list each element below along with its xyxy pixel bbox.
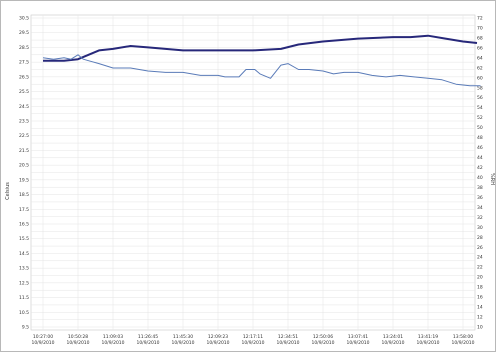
y2-tick-label: 32: [477, 215, 483, 221]
series-lines: [42, 34, 481, 87]
y2-tick-label: 46: [477, 145, 483, 151]
y2-tick-label: 36: [477, 195, 483, 201]
y-tick-label: 15.5: [19, 236, 29, 242]
x-tick-date: 10/9/2010: [276, 340, 299, 346]
x-tick-time: 12:34:51: [278, 334, 298, 340]
y-tick-label: 13.5: [19, 266, 29, 272]
y2-tick-label: 28: [477, 235, 483, 241]
x-tick-time: 13:24:01: [383, 334, 403, 340]
x-tick-date: 10/9/2010: [206, 340, 229, 346]
y-tick-label: 30.5: [19, 16, 29, 22]
y2-tick-label: 68: [477, 35, 483, 41]
y-tick-label: 22.5: [19, 133, 29, 139]
y2-tick-label: 18: [477, 285, 483, 291]
y2-axis-ticks: 72 70 68 66 64 62 60 58 56 54 52 50 48 46 44 42 40 38 36 34…: [477, 16, 483, 331]
x-tick-time: 13:58:00: [453, 334, 473, 340]
y-axis-ticks: 30.5 29.5 28.5 27.5 26.5 25.5 24.5 23.5 22.5 21.5…: [19, 16, 29, 331]
x-tick-date: 10/9/2010: [311, 340, 334, 346]
x-tick-date: 10/9/2010: [136, 340, 159, 346]
y2-tick-label: 56: [477, 95, 483, 101]
y-tick-label: 29.5: [19, 30, 29, 36]
x-tick-time: 12:17:11: [243, 334, 263, 340]
y2-axis-title: %RH: [489, 173, 495, 185]
grid: [31, 15, 475, 330]
x-tick-time: 10:50:28: [68, 334, 88, 340]
x-tick-time: 11:09:03: [103, 334, 123, 340]
x-tick-date: 10/9/2010: [31, 340, 54, 346]
y2-tick-label: 24: [477, 255, 483, 261]
y-tick-label: 20.5: [19, 163, 29, 169]
x-tick-date: 10/9/2010: [451, 340, 474, 346]
y2-tick-label: 40: [477, 175, 483, 181]
y-tick-label: 11.5: [19, 295, 29, 301]
x-tick-date: 10/9/2010: [416, 340, 439, 346]
y2-tick-label: 44: [477, 155, 483, 161]
y-tick-label: 27.5: [19, 60, 29, 66]
y-tick-label: 25.5: [19, 89, 29, 95]
y2-tick-label: 42: [477, 165, 483, 171]
x-tick-time: 11:26:45: [138, 334, 158, 340]
y2-tick-label: 62: [477, 65, 483, 71]
x-tick-date: 10/9/2010: [171, 340, 194, 346]
series-line-2: [42, 54, 481, 87]
y-tick-label: 10.5: [19, 310, 29, 316]
y2-tick-label: 10: [477, 325, 483, 331]
y2-tick-label: 64: [477, 55, 483, 61]
y-tick-label: 28.5: [19, 45, 29, 51]
x-tick-time: 12:50:06: [313, 334, 333, 340]
x-tick-date: 10/9/2010: [381, 340, 404, 346]
y2-tick-label: 12: [477, 315, 483, 321]
y2-tick-label: 66: [477, 45, 483, 51]
series-line-1: [43, 34, 478, 62]
y2-tick-label: 58: [477, 85, 483, 91]
y-tick-label: 12.5: [19, 280, 29, 286]
x-tick-date: 10/9/2010: [101, 340, 124, 346]
y2-tick-label: 30: [477, 225, 483, 231]
y-tick-label: 16.5: [19, 222, 29, 228]
x-axis-ticks: 10:27:0010/9/201010:50:2810/9/201011:09:…: [31, 334, 474, 346]
y2-tick-label: 14: [477, 305, 483, 311]
x-tick-time: 12:09:23: [208, 334, 228, 340]
y-tick-label: 24.5: [19, 104, 29, 110]
y-axis-title: Celsius: [5, 182, 11, 200]
y2-tick-label: 50: [477, 125, 483, 131]
x-tick-date: 10/9/2010: [346, 340, 369, 346]
y-tick-label: 21.5: [19, 148, 29, 154]
y2-tick-label: 38: [477, 185, 483, 191]
x-tick-date: 10/9/2010: [66, 340, 89, 346]
y2-tick-label: 72: [477, 16, 483, 22]
y2-tick-label: 48: [477, 135, 483, 141]
y2-tick-label: 20: [477, 275, 483, 281]
y-tick-label: 14.5: [19, 251, 29, 257]
y-tick-label: 17.5: [19, 207, 29, 213]
y2-tick-label: 54: [477, 105, 483, 111]
y-tick-label: 19.5: [19, 177, 29, 183]
y2-tick-label: 16: [477, 295, 483, 301]
y2-tick-label: 52: [477, 115, 483, 121]
x-tick-time: 10:27:00: [33, 334, 53, 340]
y2-tick-label: 22: [477, 265, 483, 271]
y-tick-label: 9.5: [22, 325, 29, 331]
y2-tick-label: 34: [477, 205, 483, 211]
y2-tick-label: 26: [477, 245, 483, 251]
y2-tick-label: 70: [477, 25, 483, 31]
y-tick-label: 26.5: [19, 74, 29, 80]
x-tick-time: 13:07:41: [348, 334, 368, 340]
y-tick-label: 23.5: [19, 119, 29, 125]
x-tick-date: 10/9/2010: [241, 340, 264, 346]
x-tick-time: 13:41:19: [418, 334, 438, 340]
x-tick-time: 11:45:30: [173, 334, 193, 340]
y-tick-label: 18.5: [19, 192, 29, 198]
y2-tick-label: 60: [477, 75, 483, 81]
